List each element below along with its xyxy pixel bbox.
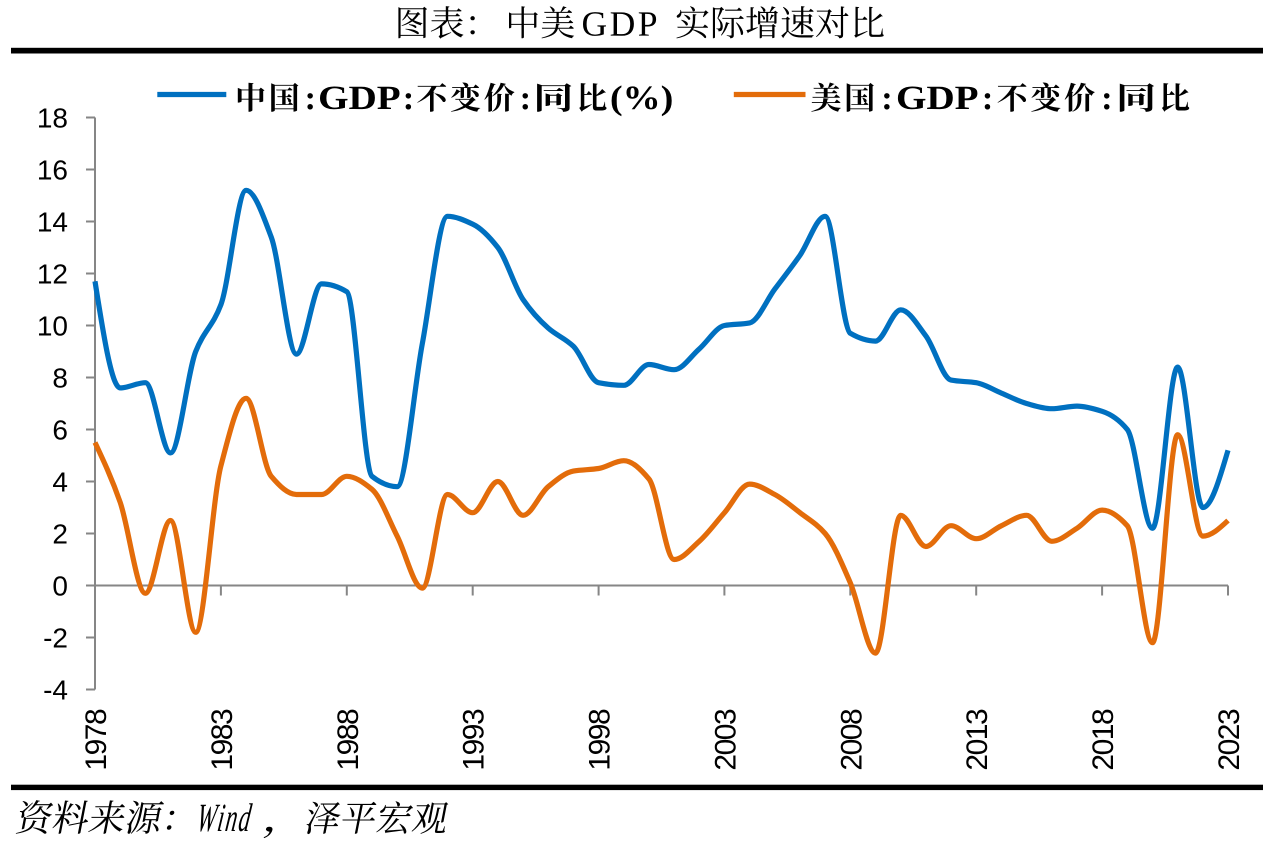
svg-text:2023: 2023	[1213, 709, 1246, 771]
svg-text:1988: 1988	[332, 709, 365, 771]
svg-text:1978: 1978	[80, 709, 113, 771]
svg-text:14: 14	[37, 207, 68, 238]
svg-text:2008: 2008	[835, 709, 868, 771]
svg-text:18: 18	[37, 103, 68, 134]
svg-text:2003: 2003	[709, 709, 742, 771]
svg-text:-4: -4	[43, 675, 68, 706]
svg-text:4: 4	[52, 467, 68, 498]
svg-text:2: 2	[52, 519, 68, 550]
svg-text:2018: 2018	[1087, 709, 1120, 771]
svg-text:1983: 1983	[206, 709, 239, 771]
svg-text:12: 12	[37, 259, 68, 290]
svg-text:16: 16	[37, 155, 68, 186]
svg-text:0: 0	[52, 571, 68, 602]
svg-text:1993: 1993	[458, 709, 491, 771]
svg-text:-2: -2	[43, 623, 68, 654]
svg-text:8: 8	[52, 363, 68, 394]
svg-text:10: 10	[37, 311, 68, 342]
svg-text:2013: 2013	[961, 709, 994, 771]
svg-text:1998: 1998	[584, 709, 617, 771]
svg-text:6: 6	[52, 415, 68, 446]
